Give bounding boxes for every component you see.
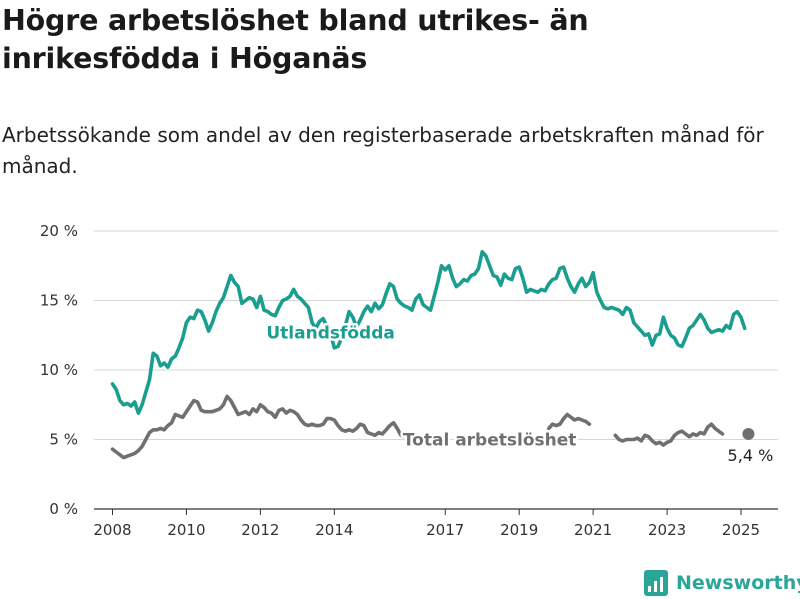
series-line-1 — [110, 394, 414, 460]
series-line-2 — [547, 412, 592, 431]
y-tick-label: 5 % — [49, 431, 78, 449]
x-tick-label: 2014 — [315, 521, 353, 539]
x-tick-label: 2012 — [241, 521, 279, 539]
y-tick-label: 0 % — [49, 500, 78, 518]
x-axis-ticks: 2008 2010 2012 2014 2017 2019 2021 2023 2025 — [93, 509, 760, 539]
series-label: Total arbetslöshet — [403, 431, 577, 451]
x-tick-label: 2019 — [500, 521, 538, 539]
brand-name: Newsworthy — [676, 572, 800, 594]
y-tick-label: 20 % — [40, 222, 78, 240]
x-tick-label: 2008 — [93, 521, 131, 539]
x-tick-label: 2010 — [167, 521, 205, 539]
page-title: Högre arbetslöshet bland utrikes- än inr… — [2, 4, 589, 75]
end-value-label: 5,4 % — [728, 446, 774, 465]
brand-logo: Newsworthy — [644, 568, 800, 598]
end-marker: 5,4 % — [728, 427, 774, 465]
y-tick-label: 15 % — [40, 292, 78, 310]
x-tick-label: 2025 — [722, 521, 760, 539]
series-line-0 — [110, 250, 747, 415]
grid-lines — [94, 230, 778, 510]
series-lines — [110, 250, 747, 460]
series-label: Utlandsfödda — [266, 323, 395, 343]
page-subtitle: Arbetssökande som andel av den registerb… — [2, 123, 764, 178]
bar-chart-logo-icon — [644, 570, 668, 596]
x-tick-label: 2017 — [426, 521, 464, 539]
x-tick-label: 2023 — [648, 521, 686, 539]
y-tick-label: 10 % — [40, 361, 78, 379]
series-labels: Utlandsfödda Total arbetslöshet — [264, 321, 579, 453]
x-tick-label: 2021 — [574, 521, 612, 539]
end-point-marker — [742, 427, 755, 440]
series-line-3 — [613, 422, 725, 447]
y-axis-ticks: 0 % 5 % 10 % 15 % 20 % — [40, 222, 78, 518]
